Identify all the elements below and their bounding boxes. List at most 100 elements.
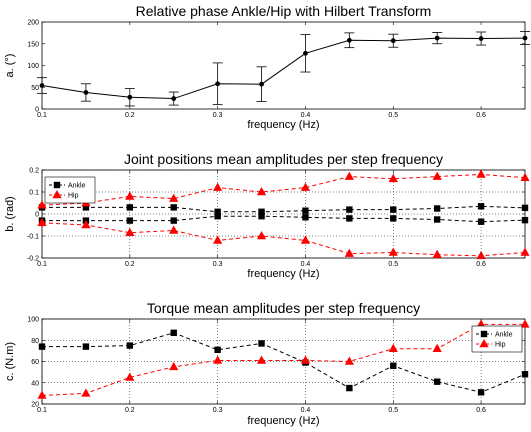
data-point [476, 250, 486, 260]
data-point [346, 37, 352, 43]
y-tick-label: 80 [31, 338, 39, 345]
data-point [214, 208, 221, 215]
data-point [258, 340, 265, 347]
data-point [81, 220, 91, 229]
data-point [83, 90, 89, 95]
data-point [521, 371, 529, 378]
data-point [388, 247, 398, 256]
data-point [390, 215, 397, 222]
x-tick-label: 0.6 [476, 112, 486, 119]
series-line [42, 332, 526, 393]
data-point [433, 378, 441, 385]
data-point [346, 384, 353, 392]
data-point [170, 204, 177, 211]
x-tick-label: 0.3 [213, 112, 223, 119]
data-point [126, 204, 134, 211]
data-point [127, 94, 133, 100]
data-point [434, 35, 440, 41]
legend: Ankle Hip [44, 176, 96, 204]
x-tick-label: 0.1 [37, 407, 47, 414]
data-point [433, 205, 441, 212]
data-point [432, 343, 442, 353]
data-point [520, 319, 530, 328]
data-point [476, 169, 486, 178]
data-point [256, 355, 267, 364]
data-point [38, 343, 46, 350]
data-point [346, 206, 353, 213]
data-point [390, 362, 397, 369]
data-point [37, 390, 47, 399]
data-point [477, 389, 485, 396]
chart-1: 0.1 0.2 0.3 0.4 0.5 0.6 0 50 100 150 200 Relative p… [4, 3, 530, 131]
x-tick-label: 0.5 [388, 407, 398, 414]
y-axis-label: c. (N.m) [4, 342, 16, 381]
x-tick-label: 0.6 [476, 407, 486, 414]
data-point [432, 249, 442, 258]
chart-title: Torque mean amplitudes per step frequenc… [147, 300, 420, 316]
data-point [522, 35, 528, 41]
data-point [433, 216, 441, 223]
x-tick-label: 0.2 [125, 407, 135, 414]
series-line [41, 173, 526, 206]
y-tick-label: 0.2 [29, 168, 39, 175]
data-point [82, 204, 90, 211]
x-tick-label: 0.3 [213, 407, 223, 414]
data-point [300, 355, 311, 364]
y-tick-label: 100 [27, 317, 39, 324]
data-point [390, 38, 396, 44]
x-tick-label: 0.4 [301, 112, 311, 119]
legend-label: Hip [495, 342, 506, 349]
legend-label: Ankle [68, 183, 86, 190]
data-point [169, 225, 179, 234]
data-point [170, 329, 177, 337]
data-point [169, 361, 179, 371]
y-tick-label: 200 [27, 20, 39, 27]
legend-swatch-marker [480, 330, 488, 338]
series-line [41, 323, 525, 396]
y-tick-label: -0.1 [27, 234, 39, 241]
y-tick-label: 40 [31, 380, 39, 387]
series-3 [38, 213, 529, 225]
data-point [214, 213, 221, 220]
legend-box [44, 176, 96, 204]
data-point [302, 214, 309, 221]
data-point [259, 81, 264, 87]
y-tick-label: -0.2 [27, 256, 39, 263]
x-axis-label: frequency (Hz) [247, 415, 319, 427]
data-point [432, 171, 442, 180]
data-point [126, 342, 134, 349]
series-1 [37, 31, 530, 107]
series-line [41, 222, 526, 257]
chart-3: 0.1 0.2 0.3 0.4 0.5 0.6 20 40 60 80 100 Torque mean… [4, 300, 530, 427]
x-tick-label: 0.2 [125, 112, 135, 119]
data-point [521, 216, 529, 224]
x-tick-label: 0.4 [301, 407, 311, 414]
data-point [258, 208, 265, 215]
y-tick-label: 50 [31, 85, 39, 92]
data-point [256, 231, 267, 240]
data-point [125, 227, 135, 236]
series-line [42, 205, 526, 213]
data-point [344, 171, 354, 180]
data-point [256, 187, 267, 196]
legend-label: Ankle [495, 332, 513, 339]
x-tick-label: 0.5 [388, 261, 398, 268]
chart-title: Relative phase Ankle/Hip with Hilbert Tr… [136, 3, 432, 19]
x-tick-label: 0.4 [301, 261, 311, 268]
x-tick-label: 0.1 [37, 261, 47, 268]
data-point [477, 218, 485, 225]
series-2 [37, 319, 530, 399]
data-point [39, 83, 45, 88]
data-point [213, 355, 223, 364]
legend-swatch-marker [53, 181, 61, 189]
y-tick-label: 150 [27, 41, 39, 48]
data-point [258, 213, 265, 220]
series-2 [37, 169, 530, 209]
x-tick-label: 0.5 [388, 112, 398, 119]
data-point [82, 343, 90, 350]
series-line [41, 37, 526, 100]
data-point [169, 193, 179, 202]
x-axis-label: frequency (Hz) [247, 268, 319, 280]
legend-box [471, 325, 523, 353]
